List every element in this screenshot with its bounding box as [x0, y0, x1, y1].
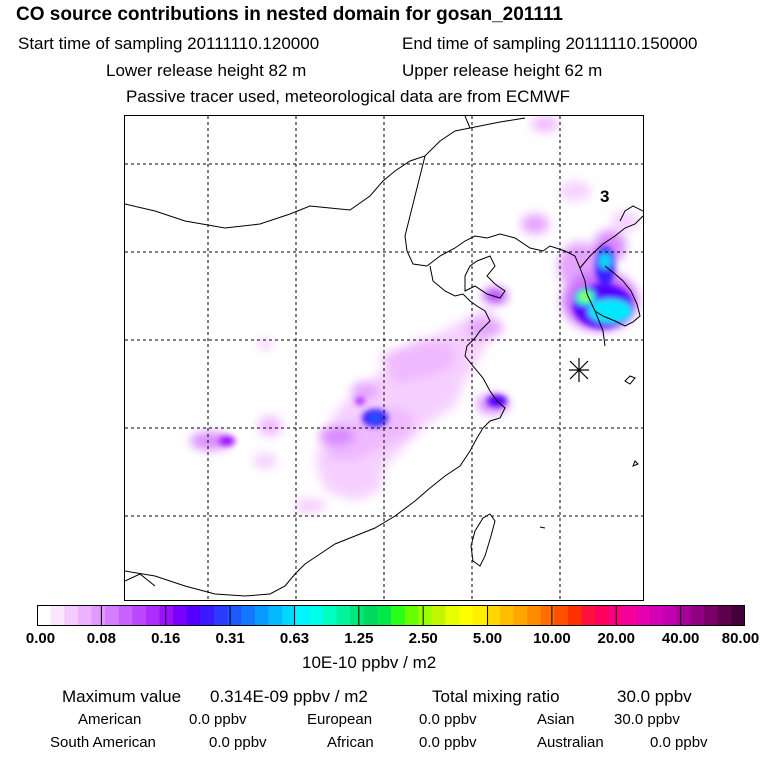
- colorbar-cell: [105, 605, 120, 626]
- colorbar-cell: [418, 605, 433, 626]
- coastlines: [125, 116, 643, 597]
- colorbar-tick-label: 0.00: [25, 630, 56, 647]
- max-value: 0.314E-09 ppbv / m2: [210, 687, 368, 706]
- colorbar-cell: [350, 605, 365, 626]
- upper-release-height: Upper release height 62 m: [402, 61, 603, 80]
- colorbar-cell: [581, 605, 596, 626]
- colorbar-cell: [431, 605, 447, 626]
- region-value: 0.0 ppbv: [209, 734, 267, 751]
- colorbar-cell: [527, 605, 542, 626]
- colorbar-cell: [690, 605, 705, 626]
- colorbar-tick-label: 1.25: [344, 630, 374, 647]
- tracer-note: Passive tracer used, meteorological data…: [126, 87, 571, 106]
- colorbar-cell: [554, 605, 569, 626]
- colorbar-cell: [322, 605, 338, 626]
- colorbar-cell: [595, 605, 610, 626]
- map-marker-label: 3: [600, 187, 609, 206]
- colorbar-cell: [254, 605, 270, 626]
- colorbar-cell: [214, 605, 229, 626]
- colorbar-cell: [377, 605, 392, 626]
- colorbar-cell: [649, 605, 664, 626]
- colorbar-cell: [64, 605, 79, 626]
- colorbar-cell: [173, 605, 188, 626]
- colorbar-cell: [268, 605, 283, 626]
- colorbar-cell: [227, 605, 242, 626]
- colorbar-tick-label: 0.08: [86, 630, 116, 647]
- colorbar-cell: [200, 605, 215, 626]
- colorbar-cell: [132, 605, 147, 626]
- colorbar-cell: [159, 605, 174, 626]
- colorbar-tick-label: 20.00: [597, 630, 636, 647]
- region-value: 0.0 ppbv: [419, 711, 477, 728]
- colorbar-cell: [540, 605, 555, 626]
- colorbar-cell: [445, 605, 460, 626]
- region-value: 0.0 ppbv: [419, 734, 477, 751]
- region-name: Australian: [537, 734, 604, 751]
- colorbar-cell: [636, 605, 651, 626]
- colorbar-cell: [336, 605, 351, 626]
- concentration-field: [190, 116, 639, 514]
- colorbar-cell: [704, 605, 719, 626]
- region-value: 30.0 ppbv: [614, 711, 680, 728]
- colorbar-tick-label: 0.31: [215, 630, 245, 647]
- colorbar-cell: [391, 605, 406, 626]
- colorbar-tick-label: 0.63: [279, 630, 310, 647]
- colorbar-tick-label: 2.50: [408, 630, 438, 647]
- colorbar-cell: [282, 605, 297, 626]
- region-value: 0.0 ppbv: [189, 711, 247, 728]
- colorbar-tick-label: 80.00: [721, 630, 760, 647]
- lat-lon-grid: [125, 116, 643, 600]
- colorbar-cell: [404, 605, 419, 626]
- region-name: Asian: [537, 711, 575, 728]
- start-time-label: Start time of sampling 20111110.120000: [18, 34, 320, 53]
- receptor-station-icon: [569, 358, 589, 382]
- colorbar-cell: [50, 605, 65, 626]
- region-value: 0.0 ppbv: [650, 734, 708, 751]
- colorbar-cell: [91, 605, 106, 626]
- colorbar-cell: [486, 605, 501, 626]
- lower-release-height: Lower release height 82 m: [106, 61, 307, 80]
- colorbar-cell: [472, 605, 487, 626]
- region-name: American: [78, 711, 142, 728]
- colorbar-cell: [363, 605, 378, 626]
- colorbar-cell: [513, 605, 528, 626]
- colorbar-cell: [622, 605, 637, 626]
- region-name: African: [327, 734, 374, 751]
- colorbar-cell: [731, 605, 745, 626]
- colorbar-tick-label: 0.16: [151, 630, 181, 647]
- colorbar-cell: [186, 605, 201, 626]
- colorbar-tick-label: 10.00: [533, 630, 571, 647]
- map-canvas: 3: [125, 116, 643, 600]
- colorbar-cell: [295, 605, 310, 626]
- colorbar-cell: [37, 605, 52, 626]
- colorbar-tick-label: 40.00: [661, 630, 700, 647]
- colorbar-cell: [241, 605, 256, 626]
- colorbar-cell: [77, 605, 93, 626]
- colorbar-cell: [568, 605, 583, 626]
- colorbar-cell: [118, 605, 133, 626]
- colorbar-cell: [459, 605, 474, 626]
- map-panel: 3: [124, 115, 644, 601]
- total-mixing-value: 30.0 ppbv: [617, 687, 692, 706]
- colorbar-cell: [663, 605, 678, 626]
- total-mixing-label: Total mixing ratio: [432, 687, 560, 706]
- region-name: South American: [50, 734, 156, 751]
- colorbar-cell: [145, 605, 161, 626]
- colorbar-cell: [717, 605, 732, 626]
- colorbar: [37, 605, 745, 626]
- region-name: European: [307, 711, 373, 728]
- max-value-label: Maximum value: [62, 687, 182, 706]
- plot-title: CO source contributions in nested domain…: [16, 4, 563, 25]
- colorbar-tick-label: 5.00: [472, 630, 503, 647]
- colorbar-cell: [499, 605, 515, 626]
- end-time-label: End time of sampling 20111110.150000: [402, 34, 698, 53]
- colorbar-unit: 10E-10 ppbv / m2: [302, 653, 437, 672]
- colorbar-cell: [676, 605, 692, 626]
- colorbar-cell: [309, 605, 324, 626]
